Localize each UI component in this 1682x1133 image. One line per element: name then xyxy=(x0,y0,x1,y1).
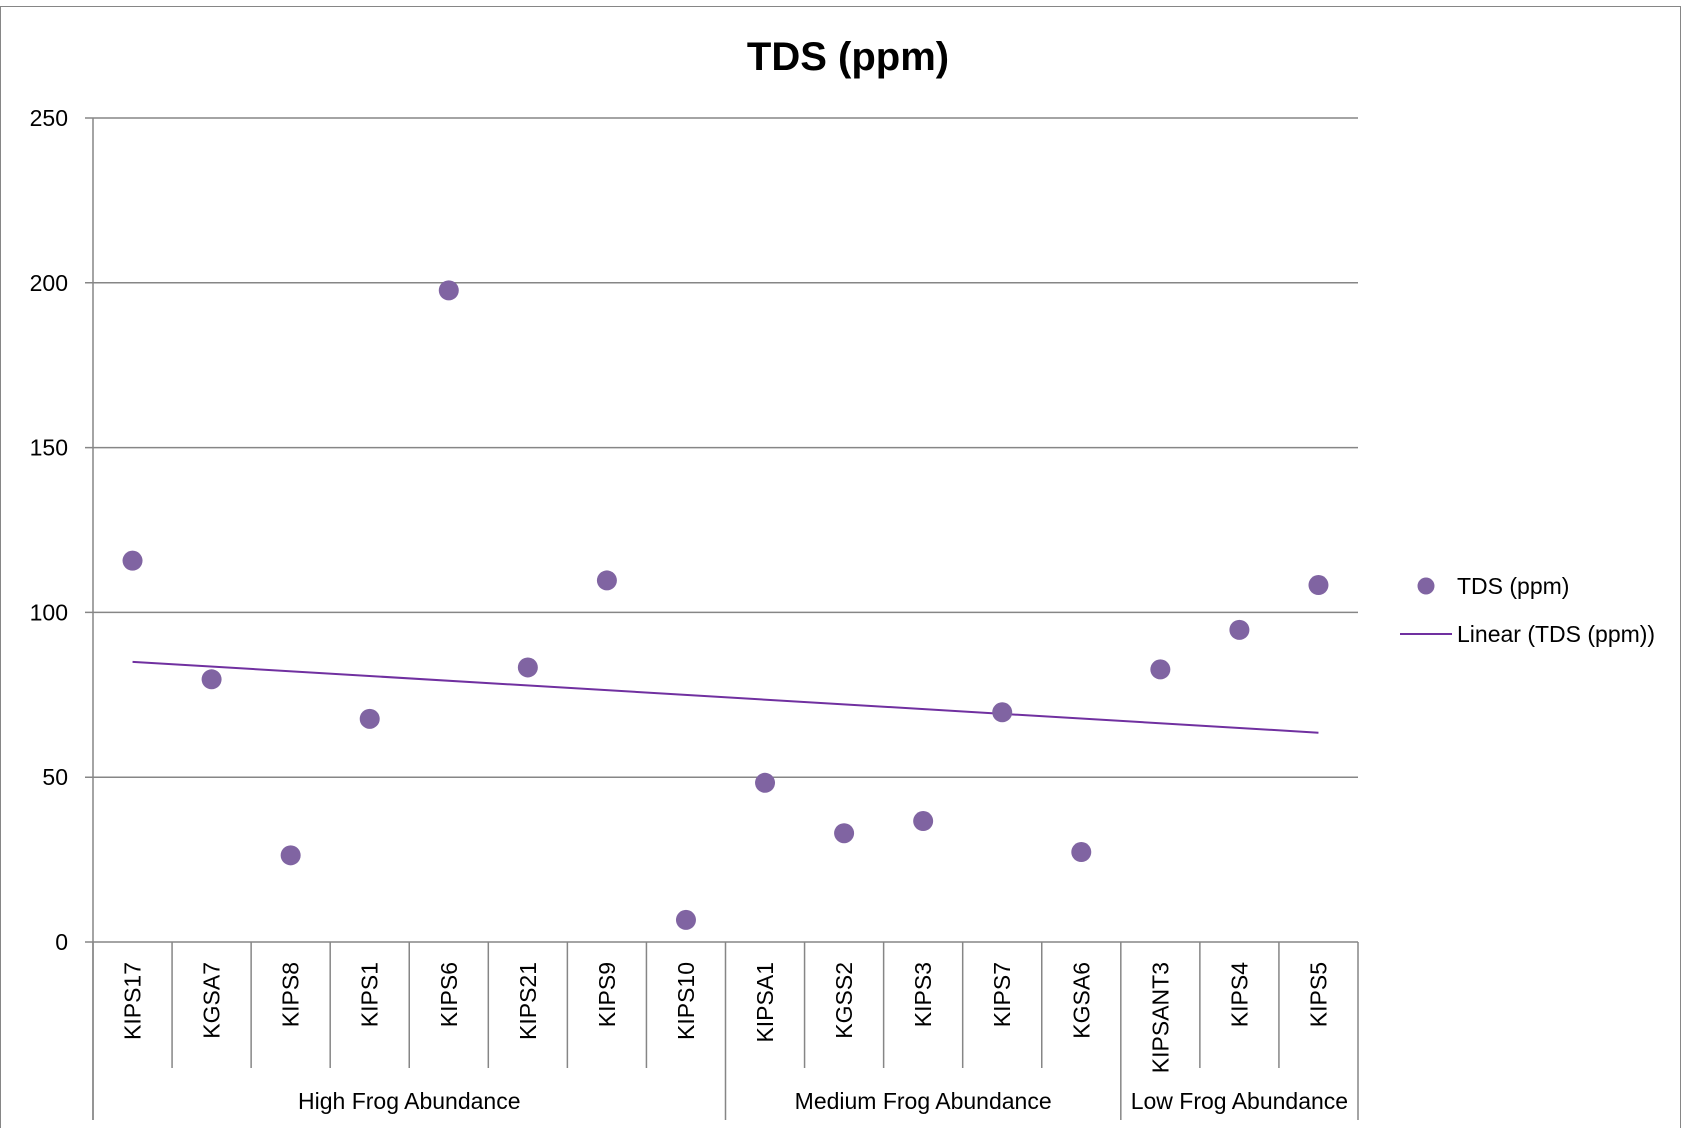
data-point-KIPS1 xyxy=(359,708,380,729)
x-category-label: KIPS5 xyxy=(1305,962,1331,1027)
data-point-KGSA6 xyxy=(1071,842,1092,863)
x-category-label: KGSA7 xyxy=(199,962,225,1039)
y-tick-label: 150 xyxy=(30,435,68,461)
x-category-label: KIPS1 xyxy=(357,962,383,1027)
axes: 0 50 100 150 200 250 KIPS17 KGSA7 KIPS8 KIPS1 KIPS… xyxy=(30,105,1359,1120)
legend-marker-tds xyxy=(1417,577,1435,595)
x-category-label: KIPSANT3 xyxy=(1147,962,1173,1073)
data-point-KIPS6 xyxy=(438,280,459,301)
data-points xyxy=(122,280,1329,930)
x-group-label: Medium Frog Abundance xyxy=(795,1088,1052,1114)
x-category-label: KGSS2 xyxy=(831,962,857,1039)
x-category-label: KIPS21 xyxy=(515,962,541,1040)
data-point-KIPS5 xyxy=(1308,575,1329,596)
data-point-KIPS9 xyxy=(596,570,617,591)
data-point-KGSS2 xyxy=(834,823,855,844)
data-point-KIPS8 xyxy=(280,845,301,866)
x-category-label: KIPS17 xyxy=(120,962,146,1040)
x-category-label: KIPS8 xyxy=(278,962,304,1027)
y-tick-label: 200 xyxy=(30,270,68,296)
legend: TDS (ppm) Linear (TDS (ppm)) xyxy=(1400,573,1655,647)
x-category-label: KIPS6 xyxy=(436,962,462,1027)
legend-label-tds: TDS (ppm) xyxy=(1457,573,1569,599)
data-point-KIPS21 xyxy=(517,657,538,678)
x-category-label: KIPS4 xyxy=(1226,962,1252,1027)
trendline-layer xyxy=(132,660,1319,734)
data-point-KIPS4 xyxy=(1229,619,1250,640)
data-point-KIPS7 xyxy=(992,702,1013,723)
x-group-label: High Frog Abundance xyxy=(298,1088,521,1114)
data-point-KGSA7 xyxy=(201,669,222,690)
x-category-label: KIPS9 xyxy=(594,962,620,1027)
y-tick-label: 50 xyxy=(42,764,68,790)
legend-label-linear: Linear (TDS (ppm)) xyxy=(1457,621,1655,647)
x-category-label: KIPS7 xyxy=(989,962,1015,1027)
x-category-label: KIPSA1 xyxy=(752,962,778,1043)
data-point-KIPS17 xyxy=(122,550,143,571)
x-group-label: Low Frog Abundance xyxy=(1131,1088,1348,1114)
y-tick-label: 0 xyxy=(55,929,68,955)
x-category-label: KIPS3 xyxy=(910,962,936,1027)
data-point-KIPSA1 xyxy=(755,772,776,793)
gridlines xyxy=(85,117,1358,943)
chart-border xyxy=(0,6,1681,1133)
x-category-label: KIPS10 xyxy=(673,962,699,1040)
x-category-label: KGSA6 xyxy=(1068,962,1094,1039)
data-point-KIPS3 xyxy=(913,811,934,832)
y-tick-label: 250 xyxy=(30,105,68,131)
data-point-KIPSANT3 xyxy=(1150,659,1171,680)
data-point-KIPS10 xyxy=(675,909,696,930)
chart-title: TDS (ppm) xyxy=(747,35,949,79)
y-tick-label: 100 xyxy=(30,599,68,625)
trendline-linear xyxy=(132,660,1319,734)
